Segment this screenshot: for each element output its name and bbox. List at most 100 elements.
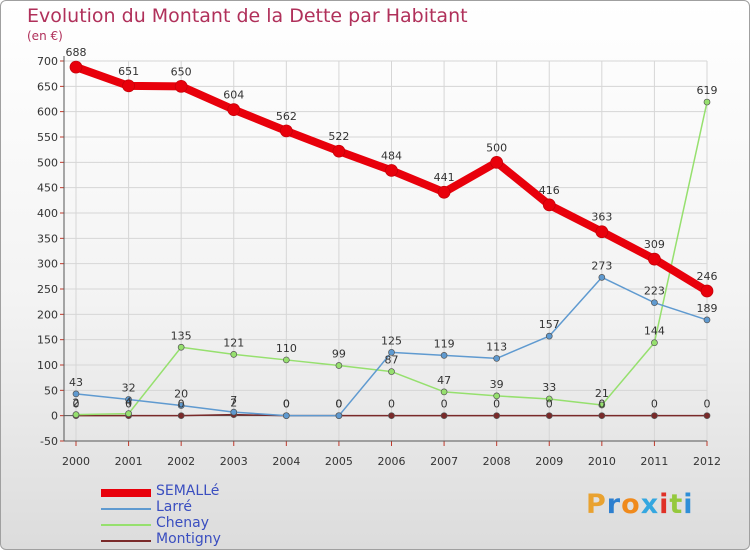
data-label: 110 — [276, 342, 297, 355]
point-larr — [545, 332, 553, 340]
data-label: 0 — [546, 398, 553, 411]
data-label: 87 — [385, 354, 399, 367]
data-label: 121 — [223, 336, 244, 349]
data-label: 135 — [171, 329, 192, 342]
y-tick-label: 0 — [51, 410, 58, 423]
data-label: 0 — [651, 398, 658, 411]
data-label: 619 — [697, 84, 718, 97]
point-montigny — [177, 412, 185, 420]
point-montigny — [388, 412, 395, 420]
point-larr — [440, 352, 448, 359]
data-label: 21 — [595, 387, 609, 400]
x-tick-label: 2000 — [62, 455, 90, 468]
data-label: 0 — [598, 398, 605, 411]
point-semall — [122, 79, 135, 93]
legend-swatch — [101, 524, 151, 526]
data-label: 273 — [591, 259, 612, 272]
brand-letter: x — [640, 489, 660, 520]
brand-letter: t — [669, 489, 684, 520]
legend-label: Montigny — [156, 531, 221, 547]
point-larr — [230, 408, 238, 416]
data-label: 125 — [381, 334, 402, 347]
point-semall — [227, 103, 241, 116]
point-semall — [700, 284, 714, 298]
y-tick-label: 650 — [37, 80, 58, 93]
data-label: 99 — [332, 348, 346, 361]
data-label: 363 — [591, 211, 612, 224]
y-tick-label: 100 — [37, 359, 58, 372]
point-larr — [282, 412, 290, 420]
x-tick-label: 2009 — [535, 455, 563, 468]
legend-swatch — [101, 489, 151, 497]
data-label: 33 — [542, 381, 556, 394]
x-tick-label: 2012 — [693, 455, 721, 468]
data-label: 562 — [276, 110, 297, 123]
data-label: 0 — [493, 398, 500, 411]
point-semall — [595, 225, 609, 239]
legend-swatch — [101, 540, 151, 542]
point-chenay — [72, 411, 80, 419]
point-semall — [437, 185, 451, 199]
point-montigny — [493, 412, 501, 420]
data-label: 0 — [441, 398, 448, 411]
point-larr — [598, 273, 606, 281]
point-semall — [385, 164, 398, 177]
point-montigny — [440, 412, 448, 420]
point-montigny — [598, 412, 606, 420]
y-tick-label: 550 — [37, 131, 58, 144]
x-tick-label: 2001 — [115, 455, 143, 468]
legend-swatch — [101, 508, 151, 510]
x-tick-label: 2011 — [640, 455, 668, 468]
point-chenay — [703, 98, 711, 106]
y-tick-label: 300 — [37, 258, 58, 271]
data-label: 144 — [644, 325, 665, 338]
y-tick-label: 400 — [37, 207, 58, 220]
data-labels: 688 651 650 604 562 522 484 441 500 416 363 309 246 4… — [66, 46, 718, 411]
point-chenay — [651, 339, 658, 347]
data-label: 0 — [388, 398, 395, 411]
y-tick-label: 500 — [37, 156, 58, 169]
data-label: 39 — [490, 378, 504, 391]
point-larr — [72, 390, 80, 398]
data-label: 522 — [328, 130, 349, 143]
point-montigny — [651, 412, 658, 420]
data-label: 500 — [486, 141, 507, 154]
x-tick-label: 2008 — [483, 455, 511, 468]
data-label: 157 — [539, 318, 560, 331]
y-tick-label: 600 — [37, 106, 58, 119]
data-label: 223 — [644, 285, 665, 298]
point-semall — [69, 60, 83, 74]
data-label: 0 — [283, 398, 290, 411]
data-label: 484 — [381, 149, 402, 162]
y-tick-label: 450 — [37, 182, 58, 195]
legend-label: Larré — [156, 499, 192, 515]
data-label: 0 — [125, 398, 132, 411]
data-label: 0 — [73, 398, 80, 411]
data-label: 0 — [335, 398, 342, 411]
data-label: 0 — [704, 398, 711, 411]
x-tick-label: 2005 — [325, 455, 353, 468]
x-tick-label: 2003 — [220, 455, 248, 468]
grid — [64, 60, 708, 442]
point-chenay — [230, 351, 238, 358]
data-label: 650 — [171, 65, 192, 78]
y-tick-label: 350 — [37, 232, 58, 245]
point-chenay — [493, 392, 501, 400]
data-label: 688 — [66, 46, 87, 59]
data-label: 20 — [174, 388, 188, 401]
chart-title: Evolution du Montant de la Dette par Hab… — [27, 5, 468, 27]
point-semall — [332, 144, 346, 158]
point-larr — [651, 299, 658, 307]
brand-letter: P — [586, 489, 607, 520]
y-tick-label: -50 — [40, 435, 58, 448]
x-tick-label: 2002 — [167, 455, 195, 468]
data-label: 0 — [178, 398, 185, 411]
point-chenay — [545, 395, 553, 403]
axes: -500501001502002503003504004505005506006… — [37, 55, 721, 468]
x-tick-label: 2007 — [430, 455, 458, 468]
point-larr — [335, 412, 343, 420]
x-tick-label: 2006 — [378, 455, 406, 468]
brand-logo: Proxiti — [586, 489, 694, 520]
